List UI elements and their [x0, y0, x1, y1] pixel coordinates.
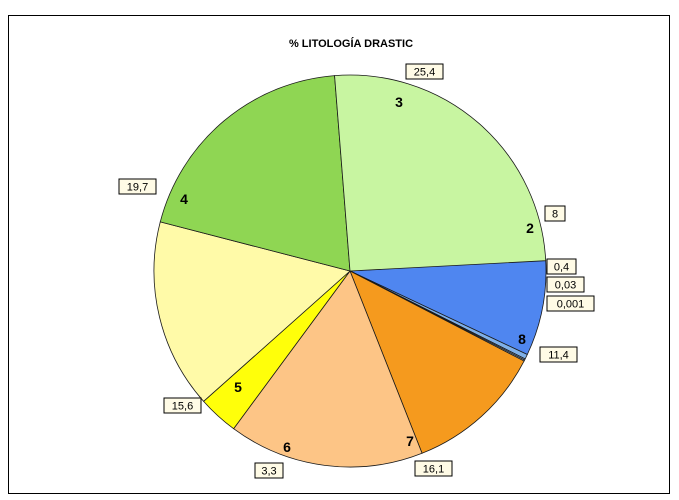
pie-slices [153, 74, 547, 468]
pie-slice [159, 75, 351, 272]
value-label: 0,4 [554, 262, 569, 274]
slice-category-label: 4 [180, 191, 188, 207]
value-label: 19,7 [127, 182, 148, 194]
value-label: 8 [552, 209, 558, 221]
slice-category-label: 5 [234, 379, 242, 395]
pie-slice [153, 221, 351, 402]
chart-title: % LITOLOGÍA DRASTIC [289, 37, 413, 50]
pie-slice [349, 270, 525, 454]
value-label: 16,1 [423, 464, 444, 476]
value-label-box [546, 276, 585, 293]
value-label: 11,4 [548, 350, 569, 362]
value-label-box [254, 462, 284, 479]
value-label-box [546, 258, 577, 275]
value-label-box [539, 346, 578, 363]
pie-slice [233, 270, 423, 468]
value-label: 25,4 [414, 67, 435, 79]
value-label-box [163, 397, 202, 414]
value-label-box [405, 63, 444, 80]
pie-labels: 8 2 0,4 0,03 0,001 11,4 8 16,1 7 3,3 6 15,6 5 19,7 4 25… [118, 63, 595, 479]
value-label: 3,3 [261, 466, 276, 478]
value-label: 0,03 [555, 280, 576, 292]
value-label-box [544, 205, 566, 222]
value-label-box [546, 295, 595, 312]
slice-category-label: 6 [283, 439, 291, 455]
slice-category-label: 3 [395, 94, 403, 110]
value-label: 0,001 [557, 299, 585, 311]
slice-category-label: 8 [518, 331, 526, 347]
value-label-box [118, 178, 157, 195]
chart-frame: % LITOLOGÍA DRASTIC 8 2 0,4 0,03 0,001 11,4 8 1… [8, 15, 670, 494]
slice-category-label: 2 [526, 220, 534, 236]
value-label: 15,6 [172, 401, 193, 413]
pie-chart: % LITOLOGÍA DRASTIC 8 2 0,4 0,03 0,001 11,4 8 1… [118, 37, 595, 479]
pie-slice [334, 74, 547, 272]
value-label-box [414, 460, 453, 477]
slice-category-label: 7 [406, 433, 414, 449]
